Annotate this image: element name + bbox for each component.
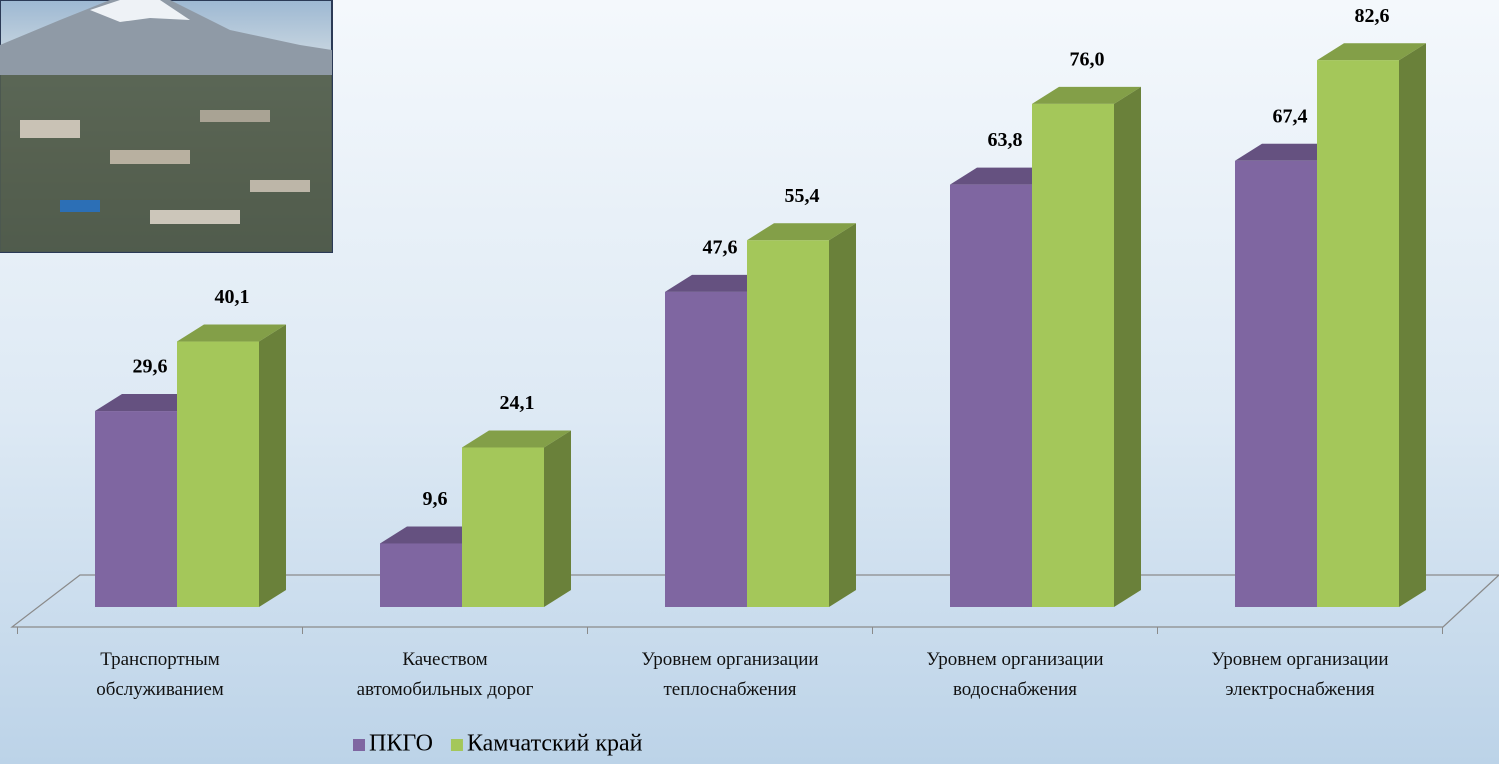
bar-side xyxy=(544,430,571,607)
bar xyxy=(177,341,259,607)
bar-top-shade xyxy=(1235,143,1344,161)
bar-top-shade xyxy=(177,324,286,342)
photo xyxy=(0,0,333,253)
legend-label: Камчатский край xyxy=(467,731,643,757)
bar-top-shade xyxy=(747,223,856,241)
bar-top-shade xyxy=(95,394,204,412)
value-label: 29,6 xyxy=(133,356,168,378)
bar-side xyxy=(1399,43,1426,608)
value-label: 47,6 xyxy=(703,236,738,258)
bar-top xyxy=(1032,86,1141,104)
bar-side-shade xyxy=(829,223,856,607)
bar-top xyxy=(1235,143,1344,161)
bar-top-shade xyxy=(1317,43,1426,61)
value-label: 76,0 xyxy=(1070,48,1105,70)
value-label: 9,6 xyxy=(423,488,448,510)
value-label: 40,1 xyxy=(215,286,250,308)
bar-top xyxy=(462,430,571,448)
x-tick-label: Транспортным обслуживанием xyxy=(96,649,224,700)
bar-top-shade xyxy=(1032,86,1141,104)
x-tick-label: Уровнем организации электроснабжения xyxy=(1211,649,1389,700)
bar-side xyxy=(1114,86,1141,607)
bar-side-shade xyxy=(1399,43,1426,608)
value-label: 63,8 xyxy=(988,129,1023,151)
bar-top-shade xyxy=(665,274,774,292)
value-label: 55,4 xyxy=(785,185,820,207)
legend-label: ПКГО xyxy=(369,731,433,757)
bar xyxy=(747,240,829,607)
bar xyxy=(380,543,462,607)
bar-top-shade xyxy=(950,167,1059,185)
bar xyxy=(1032,103,1114,607)
bar xyxy=(665,291,747,607)
bar-side-shade xyxy=(544,430,571,607)
bar-side xyxy=(829,223,856,607)
bar xyxy=(1235,160,1317,607)
x-tick-label: Уровнем организации теплоснабжения xyxy=(641,649,819,700)
value-label: 24,1 xyxy=(500,392,535,414)
bar xyxy=(1317,60,1399,608)
bar-top xyxy=(380,526,489,544)
bar-top xyxy=(177,324,286,342)
value-label: 67,4 xyxy=(1273,105,1308,127)
bar-top xyxy=(1317,43,1426,61)
bar-side-shade xyxy=(1114,86,1141,607)
bar-side xyxy=(259,324,286,607)
x-tick-label: Качеством автомобильных дорог xyxy=(356,649,534,700)
bar-top xyxy=(747,223,856,241)
bar-top xyxy=(665,274,774,292)
bar-top xyxy=(950,167,1059,185)
floor xyxy=(10,574,1499,628)
bar xyxy=(462,447,544,607)
bar xyxy=(95,411,177,607)
bar xyxy=(950,184,1032,608)
bar-top-shade xyxy=(380,526,489,544)
legend-swatch xyxy=(450,739,463,751)
bar-top-shade xyxy=(462,430,571,448)
bar-top xyxy=(95,394,204,412)
bar-side-shade xyxy=(259,324,286,607)
value-label: 82,6 xyxy=(1355,5,1390,27)
legend-swatch xyxy=(353,739,365,751)
x-tick-label: Уровнем организации водоснабжения xyxy=(926,649,1104,700)
